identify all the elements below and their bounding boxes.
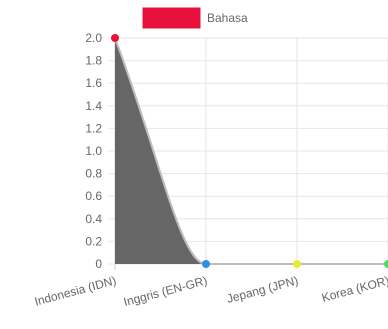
x-axis-tick-labels: Indonesia (IDN) Inggris (EN-GR) Jepang (JP… <box>33 273 388 309</box>
data-points <box>111 34 388 268</box>
x-tick-label: Inggris (EN-GR) <box>122 273 209 309</box>
y-tick-label: 1.6 <box>85 76 102 90</box>
y-tick-label: 0 <box>95 257 102 271</box>
area-fill <box>115 38 388 264</box>
y-tick-label: 1.8 <box>85 54 102 68</box>
y-tick-label: 0.4 <box>85 212 102 226</box>
legend[interactable]: Bahasa <box>142 7 248 29</box>
y-tick-label: 0.8 <box>85 167 102 181</box>
data-point-1[interactable] <box>111 34 119 42</box>
y-axis-tick-labels: 0 0.2 0.4 0.6 0.8 1.0 1.2 1.4 1.6 1.8 2.0 <box>85 31 102 271</box>
x-tick-label: Korea (KOR) <box>320 273 388 304</box>
y-tick-label: 2.0 <box>85 31 102 45</box>
y-tick-label: 0.6 <box>85 189 102 203</box>
x-tick-label: Jepang (JPN) <box>225 273 299 306</box>
x-tick-label: Indonesia (IDN) <box>33 273 118 308</box>
data-point-3[interactable] <box>293 260 301 268</box>
legend-swatch-bahasa[interactable] <box>142 7 201 29</box>
y-tick-label: 1.0 <box>85 144 102 158</box>
data-point-4[interactable] <box>384 260 388 268</box>
data-point-2[interactable] <box>202 260 210 268</box>
y-tick-label: 0.2 <box>85 234 102 248</box>
y-tick-label: 1.4 <box>85 99 102 113</box>
y-tick-label: 1.2 <box>85 121 102 135</box>
legend-label-bahasa[interactable]: Bahasa <box>207 11 248 25</box>
